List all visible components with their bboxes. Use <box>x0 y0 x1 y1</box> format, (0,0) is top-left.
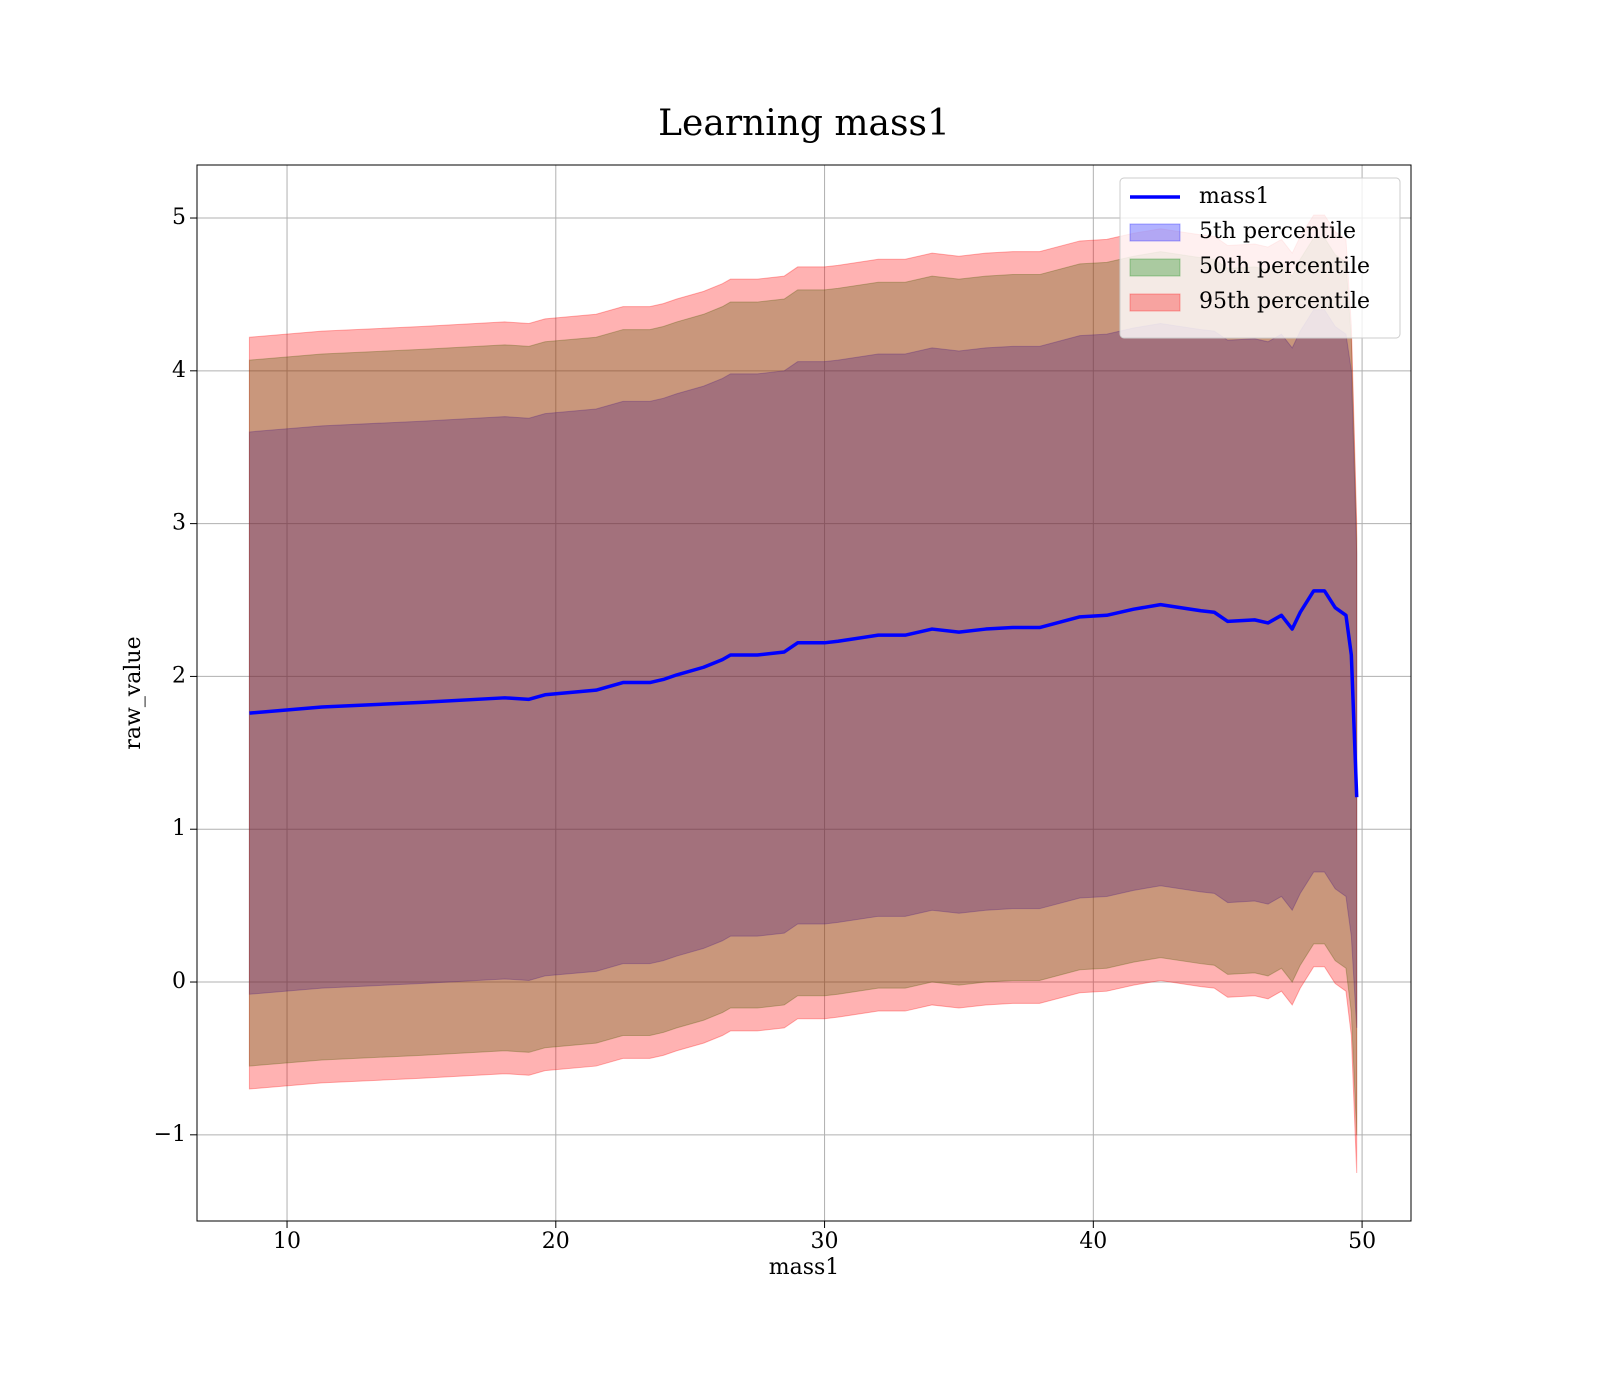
grid <box>197 165 1411 1221</box>
percentile-band <box>248 237 1358 1135</box>
legend-swatch <box>1129 223 1181 242</box>
x-tick-label: 40 <box>1079 1229 1107 1254</box>
y-tick-label: −1 <box>154 1122 186 1147</box>
legend-label: 50th percentile <box>1199 254 1370 279</box>
y-tick-label: 0 <box>172 969 186 994</box>
y-tick-label: 4 <box>172 358 186 383</box>
legend-frame <box>1119 177 1401 339</box>
x-tick-label: 20 <box>542 1229 570 1254</box>
x-tick-label: 50 <box>1348 1229 1376 1254</box>
y-tick-label: 3 <box>172 511 186 536</box>
line <box>249 589 1359 798</box>
y-tick-label: 5 <box>172 205 186 230</box>
percentile-band <box>248 309 1358 1028</box>
legend: mass1 5th percentile 50th percentile 95th p… <box>1119 177 1401 339</box>
legend-label: mass1 <box>1199 184 1270 209</box>
y-tick-label: 1 <box>172 816 186 841</box>
legend-swatch <box>1129 258 1181 277</box>
legend-label: 95th percentile <box>1199 289 1370 314</box>
percentile-band <box>248 214 1358 1174</box>
x-axis-label: mass1 <box>769 1255 840 1280</box>
x-tick-label: 10 <box>273 1229 301 1254</box>
y-tick-label: 2 <box>172 663 186 688</box>
x-tick-label: 30 <box>811 1229 839 1254</box>
chart-title: Learning mass1 <box>658 103 950 144</box>
legend-swatch <box>1129 293 1181 312</box>
plot-frame <box>196 164 1412 1222</box>
legend-label: 5th percentile <box>1199 219 1356 244</box>
y-axis-label: raw_value <box>121 636 146 749</box>
